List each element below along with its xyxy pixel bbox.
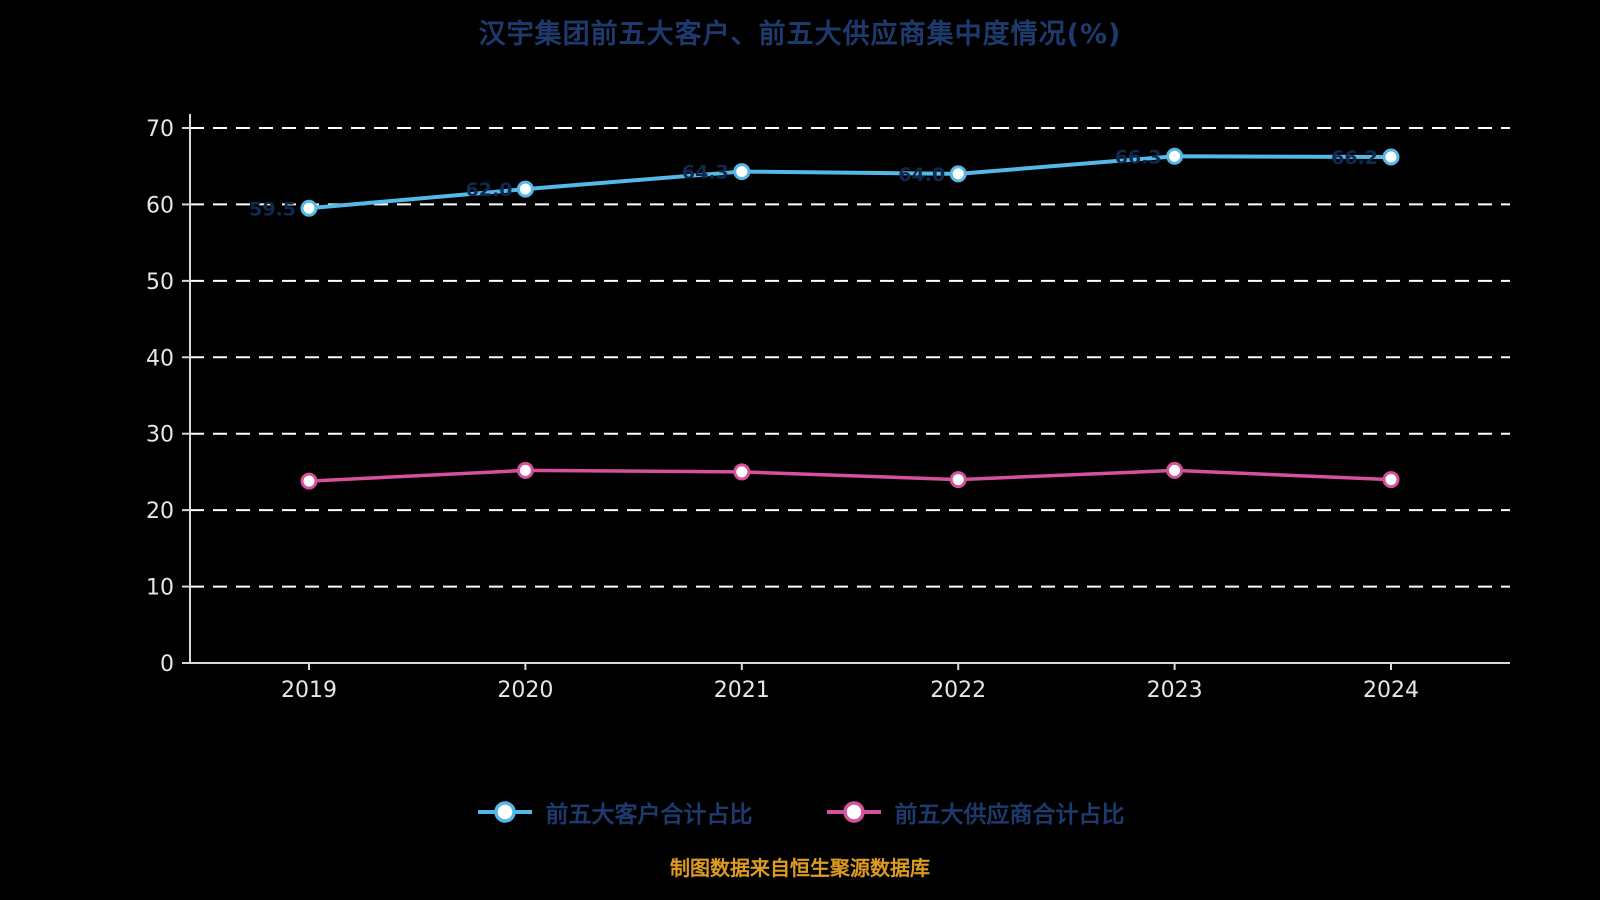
x-tick-label: 2019 bbox=[281, 678, 337, 703]
x-tick-label: 2024 bbox=[1363, 678, 1419, 703]
data-point bbox=[949, 165, 967, 183]
y-tick-label: 70 bbox=[146, 117, 174, 142]
line-chart: 0 10 20 30 40 50 60 70 2019 2020 2021 2022 2023 2024 5… bbox=[146, 114, 1510, 703]
data-point bbox=[733, 163, 751, 181]
y-tick-label: 60 bbox=[146, 193, 174, 218]
y-tick-label: 40 bbox=[146, 346, 174, 371]
data-label: 66.2 bbox=[1331, 147, 1378, 169]
data-point bbox=[949, 471, 967, 489]
data-point bbox=[516, 461, 534, 479]
data-point bbox=[300, 199, 318, 217]
x-tick-label: 2022 bbox=[930, 678, 986, 703]
legend-label: 前五大客户合计占比 bbox=[545, 802, 753, 828]
data-point bbox=[300, 472, 318, 490]
y-tick-label: 10 bbox=[146, 576, 174, 601]
data-point bbox=[516, 180, 534, 198]
chart-title: 汉宇集团前五大客户、前五大供应商集中度情况(%) bbox=[478, 19, 1122, 50]
x-tick-label: 2021 bbox=[714, 678, 770, 703]
legend: 前五大客户合计占比 前五大供应商合计占比 bbox=[0, 795, 1600, 829]
legend-item[interactable]: 前五大客户合计占比 bbox=[476, 795, 753, 829]
series-line bbox=[307, 154, 1393, 211]
data-point bbox=[733, 463, 751, 481]
legend-marker-icon bbox=[477, 801, 532, 823]
legend-label: 前五大供应商合计占比 bbox=[894, 802, 1125, 828]
data-point bbox=[1382, 471, 1400, 489]
x-tick-label: 2023 bbox=[1147, 678, 1203, 703]
data-source-note: 制图数据来自恒生聚源数据库 bbox=[670, 856, 930, 880]
data-label: 64.3 bbox=[682, 162, 729, 184]
legend-item[interactable]: 前五大供应商合计占比 bbox=[825, 795, 1125, 829]
data-label: 62.0 bbox=[466, 179, 513, 201]
x-tick-label: 2020 bbox=[497, 678, 553, 703]
data-label: 64.0 bbox=[898, 164, 945, 186]
y-tick-label: 20 bbox=[146, 499, 174, 524]
y-tick-label: 0 bbox=[160, 652, 174, 677]
data-label: 59.5 bbox=[249, 198, 296, 220]
y-tick-label: 50 bbox=[146, 270, 174, 295]
data-point bbox=[1166, 461, 1184, 479]
data-point bbox=[1382, 148, 1400, 166]
data-label: 66.3 bbox=[1115, 146, 1162, 168]
legend-marker-icon bbox=[826, 801, 881, 823]
series-line bbox=[307, 468, 1393, 483]
data-point bbox=[1166, 147, 1184, 165]
y-tick-label: 30 bbox=[146, 423, 174, 448]
